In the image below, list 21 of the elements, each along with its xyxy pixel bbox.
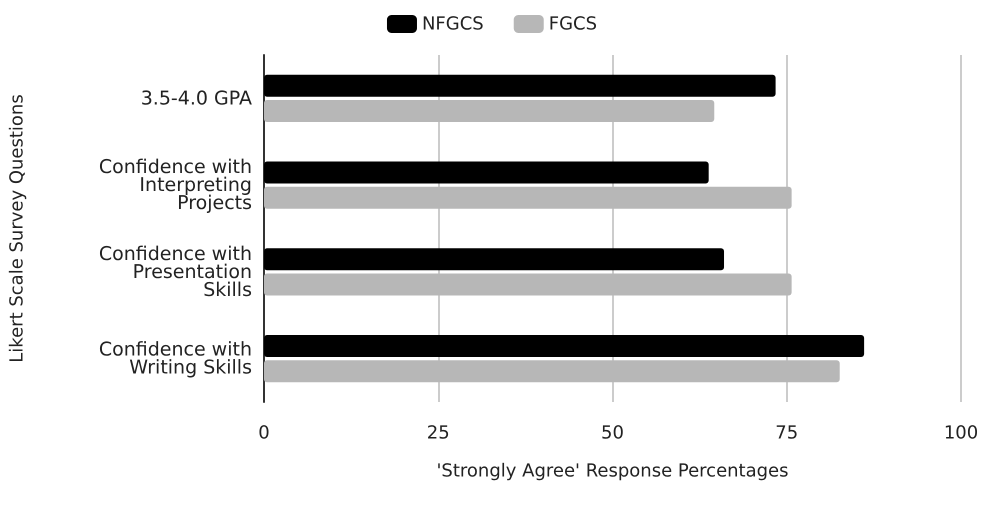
legend-label: FGCS (548, 14, 598, 34)
y-axis-title: Likert Scale Survey Questions (6, 94, 28, 363)
y-tick-label: 3.5-4.0 GPA (140, 87, 252, 110)
y-tick-label: Confidence with Writing Skills (98, 338, 252, 379)
y-tick-label: Confidence with Presentation Skills (98, 242, 252, 301)
bar (264, 74, 776, 97)
bar (264, 248, 724, 270)
bar (264, 186, 792, 209)
bar (264, 100, 714, 122)
x-axis-title: 'Strongly Agree' Response Percentages (436, 460, 789, 482)
bar (264, 274, 792, 296)
legend-label: NFGCS (422, 14, 484, 34)
x-tick-label: 50 (601, 422, 624, 444)
x-tick-label: 100 (944, 422, 978, 444)
x-tick-label: 25 (426, 422, 450, 444)
bar (264, 334, 864, 357)
bar (264, 360, 840, 382)
x-tick-label: 75 (775, 422, 798, 444)
y-tick-label: Confidence with Interpreting Projects (98, 156, 252, 214)
x-tick-label: 0 (258, 422, 270, 444)
bar (264, 161, 709, 184)
